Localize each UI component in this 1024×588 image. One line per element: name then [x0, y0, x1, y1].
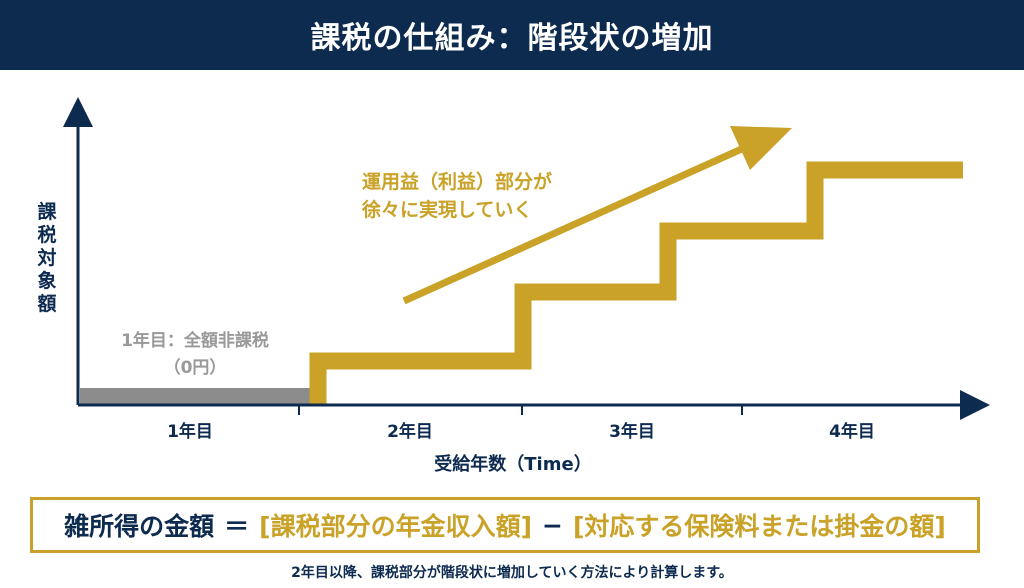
x-axis-label: 受給年数（Time）: [434, 453, 591, 475]
taxable-staircase: [309, 161, 963, 404]
formula-term2: [対応する保険料または掛金の額]: [572, 512, 946, 541]
formula-box: 雑所得の金額 ＝ [課税部分の年金収入額] − [対応する保険料または掛金の額]: [30, 497, 980, 553]
page-title: 課税の仕組み：階段状の増加: [310, 21, 714, 56]
formula-equals: ＝: [224, 512, 250, 541]
y-axis-label-char: 対: [36, 246, 56, 269]
growth-arrow-shaft: [402, 139, 757, 305]
year1-note-line2: （0円）: [164, 357, 227, 378]
tax-step-diagram: 1年目 2年目 3年目 4年目 受給年数（Time） 課税対象額 1年目：全額非…: [36, 97, 990, 475]
year1-zero-bar: [80, 388, 310, 404]
formula-minus: −: [542, 510, 563, 540]
y-axis-label-char: 象: [37, 269, 56, 292]
y-axis-label-char: 課: [37, 200, 57, 223]
growth-arrow-head: [730, 126, 792, 170]
year-label-2: 2年目: [387, 421, 433, 442]
year-label-1: 1年目: [167, 421, 213, 442]
footnote: 2年目以降、課税部分が階段状に増加していく方法により計算します。: [291, 565, 733, 581]
header-bar: 課税の仕組み：階段状の増加: [0, 0, 1024, 70]
y-axis-label-char: 額: [37, 292, 56, 315]
formula-term1: [課税部分の年金収入額]: [259, 512, 533, 541]
year-label-3: 3年目: [609, 421, 655, 442]
year1-note-line1: 1年目：全額非課税: [121, 330, 269, 351]
arrow-note-line2: 徐々に実現していく: [361, 198, 532, 221]
formula-lhs: 雑所得の金額: [64, 512, 215, 541]
y-axis-label: 課税対象額: [36, 200, 57, 315]
y-axis-label-char: 税: [37, 223, 56, 246]
arrow-note-line1: 運用益（利益）部分が: [362, 170, 552, 193]
year-label-4: 4年目: [829, 421, 875, 442]
